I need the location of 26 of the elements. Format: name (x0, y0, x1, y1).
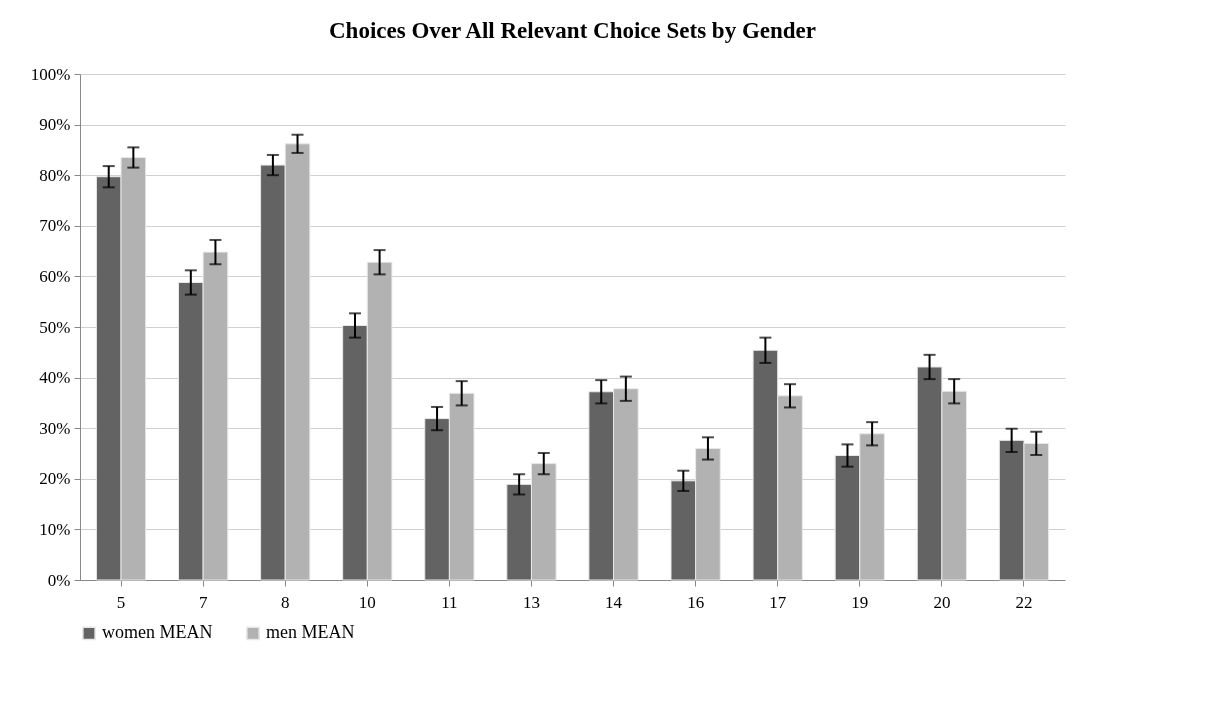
x-tick-label: 8 (280, 592, 290, 612)
y-tick-label: 30% (39, 418, 71, 438)
y-tick-label: 10% (39, 519, 71, 539)
x-tick-label: 20 (933, 592, 951, 612)
chart-title: Choices Over All Relevant Choice Sets by Gender (329, 18, 816, 43)
y-tick-label: 20% (39, 469, 71, 489)
x-tick-label: 10 (358, 592, 376, 612)
x-tick-label: 19 (851, 592, 869, 612)
x-tick-label: 14 (605, 592, 623, 612)
x-tick-label: 7 (198, 592, 208, 612)
y-tick-label: 40% (39, 368, 71, 388)
x-tick-label: 13 (522, 592, 540, 612)
x-tick-label: 17 (769, 592, 787, 612)
y-tick-label: 50% (39, 317, 71, 337)
y-tick-label: 70% (39, 216, 71, 236)
x-tick-label: 22 (1015, 592, 1033, 612)
y-tick-label: 80% (39, 165, 71, 185)
x-tick-label: 16 (687, 592, 705, 612)
y-tick-label: 90% (39, 115, 71, 135)
y-tick-label: 100% (30, 64, 71, 84)
y-tick-label: 60% (39, 266, 71, 286)
legend-label: women MEAN (102, 622, 213, 643)
x-tick-label: 5 (116, 592, 126, 612)
y-tick-label: 0% (47, 570, 71, 590)
legend-label: men MEAN (266, 622, 355, 643)
x-tick-label: 11 (441, 592, 458, 612)
